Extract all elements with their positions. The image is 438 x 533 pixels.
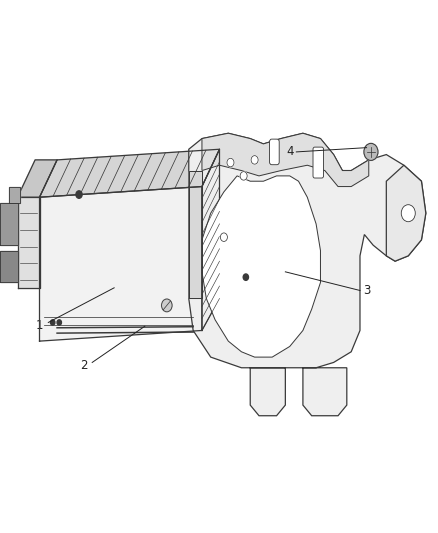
Polygon shape <box>201 149 219 330</box>
Circle shape <box>161 299 172 312</box>
Polygon shape <box>18 197 39 288</box>
Text: 1: 1 <box>35 319 43 332</box>
Circle shape <box>50 320 55 325</box>
Circle shape <box>240 172 247 180</box>
Text: 3: 3 <box>362 284 369 297</box>
Polygon shape <box>39 187 201 341</box>
FancyBboxPatch shape <box>312 147 323 178</box>
Circle shape <box>363 143 377 160</box>
Polygon shape <box>0 203 18 245</box>
Polygon shape <box>9 187 20 203</box>
Polygon shape <box>18 160 57 197</box>
Polygon shape <box>188 133 425 416</box>
Circle shape <box>400 205 414 222</box>
Polygon shape <box>385 165 425 261</box>
Circle shape <box>76 191 82 198</box>
Polygon shape <box>0 251 18 282</box>
Circle shape <box>251 156 258 164</box>
Text: 2: 2 <box>79 359 87 372</box>
Circle shape <box>220 233 227 241</box>
Circle shape <box>243 274 248 280</box>
Circle shape <box>226 158 233 167</box>
FancyBboxPatch shape <box>269 139 279 165</box>
Polygon shape <box>201 176 320 357</box>
Polygon shape <box>188 171 201 298</box>
Polygon shape <box>201 133 368 187</box>
Text: 4: 4 <box>285 146 293 158</box>
Circle shape <box>57 320 61 325</box>
Polygon shape <box>39 149 219 197</box>
